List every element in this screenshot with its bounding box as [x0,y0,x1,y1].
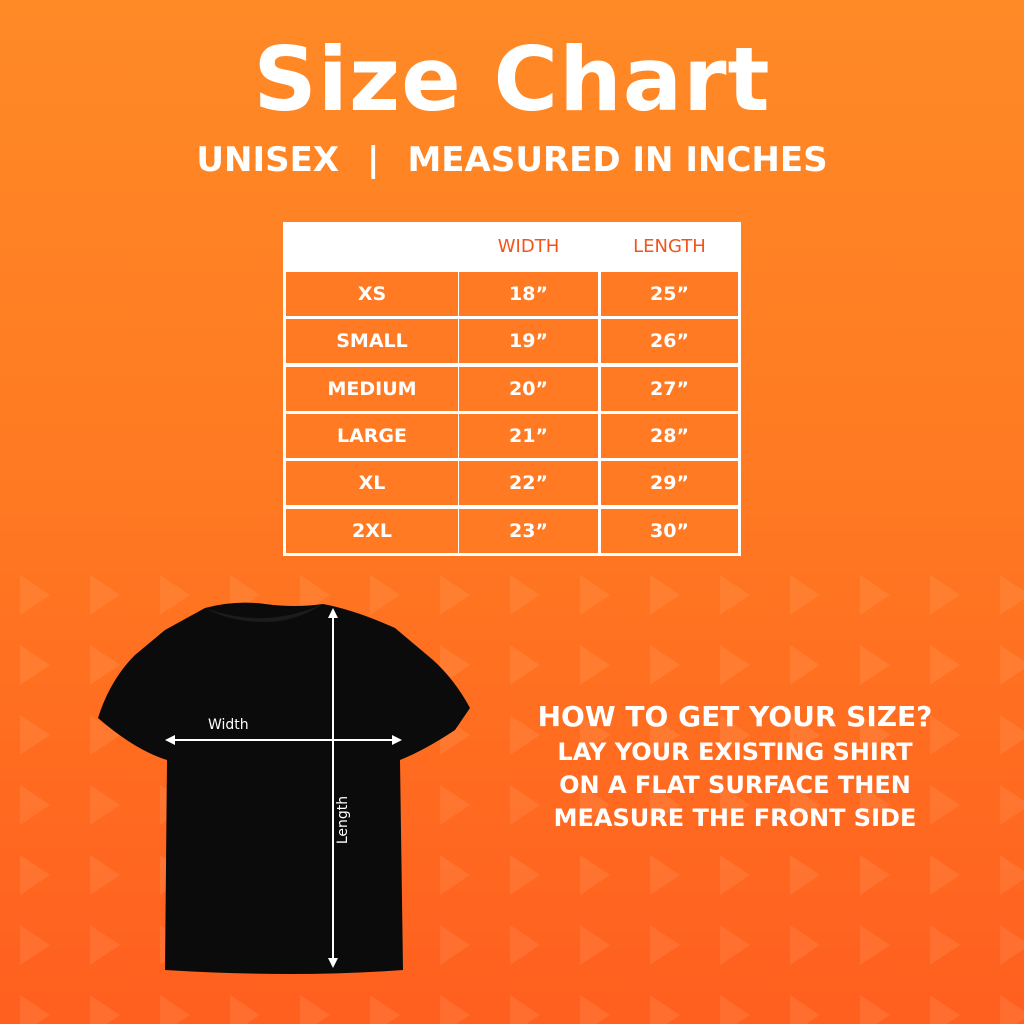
measurement-cell: 21” [459,413,598,458]
size-name-cell: SMALL [286,319,458,364]
subtitle-separator: | [367,140,380,180]
measurement-cell: 18” [459,272,598,316]
table-header-2: LENGTH [633,236,706,257]
measurement-cell: 25” [601,272,738,316]
subtitle: UNISEX | MEASURED IN INCHES [0,140,1024,180]
measurement-cell: 23” [459,508,598,553]
measurement-cell: 20” [459,366,598,411]
tshirt-illustration [98,602,470,974]
instruction-line: LAY YOUR EXISTING SHIRT [557,738,913,766]
instruction-line: ON A FLAT SURFACE THEN [559,771,911,799]
measurement-cell: 26” [601,319,738,364]
size-name-cell: XL [286,461,458,506]
length-label: Length [335,795,351,845]
page-title: Size Chart [253,28,771,131]
triangle-pattern [20,575,1024,1024]
table-header-0 [286,222,458,270]
instructions-heading: HOW TO GET YOUR SIZE? [537,700,933,733]
tshirt-shape [98,602,470,974]
size-name-cell: XS [286,272,458,316]
measurement-cell: 30” [601,508,738,553]
size-name-cell: 2XL [286,508,458,553]
size-table: WIDTH LENGTH XS 18” 25” SMALL 19” 26” MEDIUM 20” 2… [283,222,741,556]
measurement-cell: 29” [601,461,738,506]
measurement-cell: 27” [601,366,738,411]
measurement-cell: 22” [459,461,598,506]
size-name-cell: LARGE [286,413,458,458]
measurement-cell: 28” [601,413,738,458]
instruction-line: MEASURE THE FRONT SIDE [553,804,917,832]
subtitle-units: MEASURED IN INCHES [407,140,828,180]
measurement-cell: 19” [459,319,598,364]
width-label: Width [208,717,249,733]
size-name-cell: MEDIUM [286,366,458,411]
table-header-1: WIDTH [497,236,560,257]
subtitle-unisex: UNISEX [196,140,340,180]
